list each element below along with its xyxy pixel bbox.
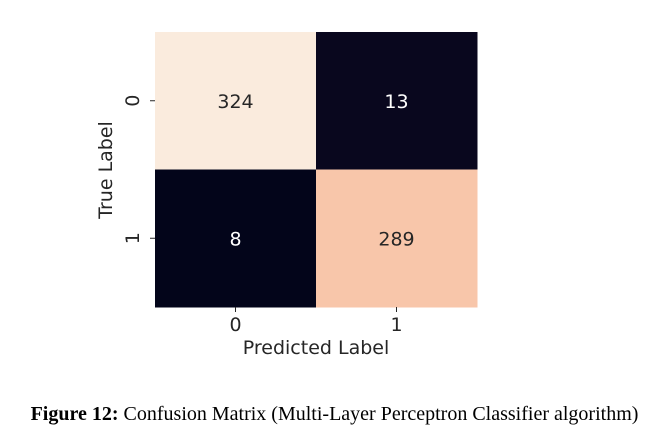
y-tick-label-1: 1 bbox=[122, 232, 144, 244]
y-axis-ticks: 01 bbox=[122, 95, 155, 244]
figure-caption-label: Figure 12: bbox=[30, 403, 119, 425]
cell-value-0-1: 13 bbox=[384, 91, 408, 113]
cell-value-0-0: 324 bbox=[217, 91, 253, 113]
cell-value-1-0: 8 bbox=[229, 228, 241, 250]
heatmap-cell-0-0 bbox=[155, 32, 317, 170]
heatmap-cell-1-1 bbox=[316, 169, 478, 308]
heatmap-cell-labels: 324 13 8 289 bbox=[217, 91, 414, 251]
x-tick-label-1: 1 bbox=[390, 314, 402, 336]
cell-value-1-1: 289 bbox=[378, 228, 414, 250]
x-axis-label: Predicted Label bbox=[243, 337, 390, 359]
x-tick-label-0: 0 bbox=[229, 314, 241, 336]
heatmap-cell-0-1 bbox=[316, 32, 478, 170]
y-tick-label-0: 0 bbox=[122, 95, 144, 107]
figure-caption-text: Confusion Matrix (Multi-Layer Perceptron… bbox=[123, 403, 639, 425]
figure-caption: Figure 12: Confusion Matrix (Multi-Layer… bbox=[0, 403, 669, 426]
y-axis-label: True Label bbox=[95, 121, 117, 220]
heatmap-cell-1-0 bbox=[155, 169, 317, 308]
heatmap-cells bbox=[155, 32, 478, 308]
